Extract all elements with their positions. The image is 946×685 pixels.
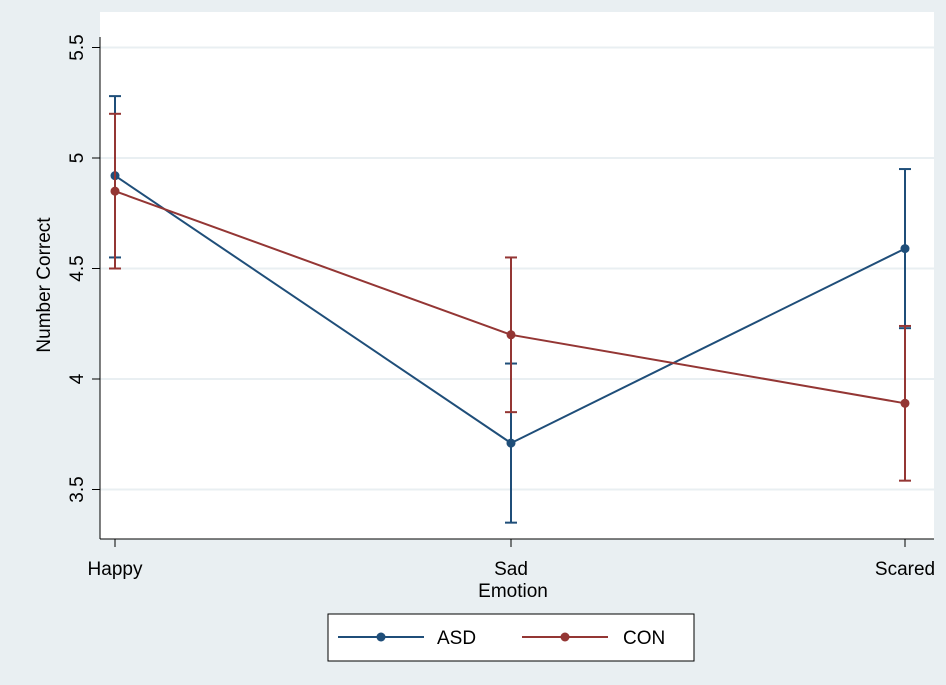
y-tick-label: 4.5 <box>67 255 88 281</box>
legend-label: CON <box>623 628 665 649</box>
data-point <box>900 398 910 408</box>
legend-marker <box>560 632 570 642</box>
series-con <box>109 112 911 482</box>
axes: 3.5 4 4.5 5 5.5 Happy Sad Scared <box>67 34 935 580</box>
legend: ASD CON <box>327 613 695 662</box>
y-tick-label: 5 <box>67 153 88 164</box>
data-point <box>110 186 120 196</box>
legend-item-asd: ASD <box>338 628 476 649</box>
series-layer <box>109 95 911 524</box>
y-tick-label: 5.5 <box>67 34 88 60</box>
data-point <box>900 244 910 254</box>
plot-area <box>100 12 934 539</box>
legend-marker <box>376 632 386 642</box>
data-point <box>506 438 516 448</box>
legend-label: ASD <box>437 628 476 649</box>
x-tick-label: Happy <box>88 559 143 580</box>
y-tick-label: 4 <box>67 373 88 384</box>
x-tick-label: Scared <box>875 559 935 580</box>
y-axis-title: Number Correct <box>34 217 55 353</box>
legend-item-con: CON <box>522 628 665 649</box>
x-tick-label: Sad <box>494 559 528 580</box>
y-tick-label: 3.5 <box>67 476 88 502</box>
grid-lines <box>100 46 934 491</box>
data-point <box>506 330 516 340</box>
x-axis-title: Emotion <box>478 581 548 602</box>
